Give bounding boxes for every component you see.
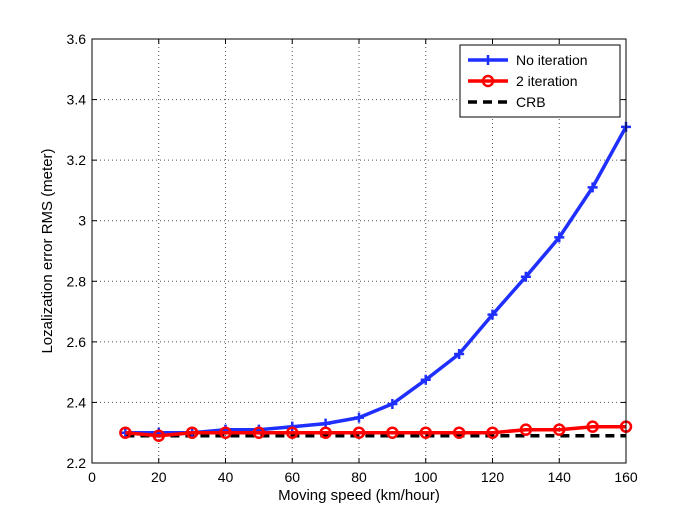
x-tick-label: 0 — [88, 469, 96, 485]
legend-entry: No iteration — [468, 52, 588, 68]
x-tick-label: 100 — [414, 469, 438, 485]
y-axis-label: Lozalization error RMS (meter) — [39, 148, 56, 353]
legend-label: CRB — [516, 94, 546, 110]
x-tick-label: 60 — [284, 469, 300, 485]
data-point — [354, 412, 364, 423]
data-point — [519, 423, 533, 436]
legend-label: No iteration — [516, 52, 588, 68]
data-point — [185, 426, 199, 439]
x-axis-label: Moving speed (km/hour) — [278, 487, 440, 504]
data-point — [352, 426, 366, 439]
x-tick-label: 80 — [351, 469, 367, 485]
data-point — [420, 374, 431, 385]
legend: No iteration 2 iteration CRB — [459, 44, 621, 118]
data-point — [586, 420, 599, 433]
y-tick-label: 3.4 — [67, 92, 87, 108]
data-point — [587, 182, 598, 193]
series-layer — [119, 121, 633, 442]
data-point — [454, 348, 465, 359]
y-tick-label: 3.6 — [67, 31, 87, 47]
x-tick-label: 120 — [481, 469, 505, 485]
data-point — [553, 423, 566, 436]
data-point — [520, 271, 531, 282]
legend-label: 2 iteration — [516, 73, 577, 89]
data-point — [387, 398, 398, 409]
legend-marker — [481, 74, 495, 88]
x-tick-label: 140 — [548, 469, 572, 485]
legend-entry: 2 iteration — [468, 73, 577, 89]
legend-marker — [483, 55, 493, 65]
x-tick-label: 160 — [614, 469, 638, 485]
y-tick-label: 2.2 — [67, 455, 87, 471]
data-point — [554, 232, 565, 243]
data-point — [487, 309, 498, 320]
y-tick-label: 2.6 — [67, 334, 87, 350]
series-2-iteration — [119, 420, 633, 442]
data-point — [419, 426, 432, 439]
data-point — [119, 426, 132, 439]
y-tick-label: 3 — [78, 213, 86, 229]
axes: 0 20 40 60 80 100 120 140 160 2.2 2.4 2.6 2.8 3 3.2 3.4… — [67, 31, 638, 485]
data-point — [286, 426, 299, 439]
x-tick-label: 40 — [218, 469, 234, 485]
data-point — [386, 426, 399, 439]
data-point — [152, 429, 165, 442]
data-point — [452, 426, 466, 439]
x-tick-label: 20 — [151, 469, 167, 485]
y-tick-label: 2.4 — [67, 394, 87, 410]
legend-entry: CRB — [468, 94, 546, 110]
series-line — [125, 424, 626, 438]
data-point — [252, 426, 266, 439]
y-tick-label: 3.2 — [67, 152, 87, 168]
y-tick-label: 2.8 — [67, 273, 87, 289]
grid-lines — [92, 39, 626, 463]
data-point — [219, 426, 232, 439]
data-point — [319, 426, 332, 439]
data-point — [486, 426, 499, 439]
